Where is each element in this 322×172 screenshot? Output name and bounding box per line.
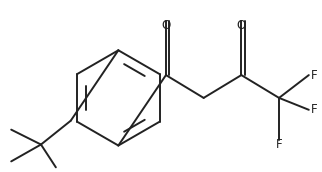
Text: O: O [237, 19, 246, 31]
Text: F: F [311, 69, 317, 82]
Text: F: F [311, 103, 317, 116]
Text: O: O [161, 19, 171, 31]
Text: F: F [276, 138, 282, 150]
